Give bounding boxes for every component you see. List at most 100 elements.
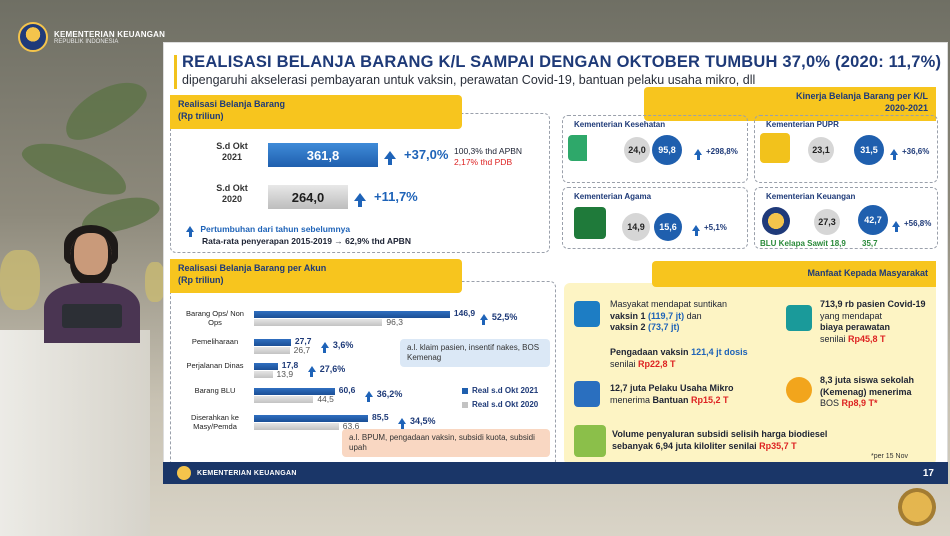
plant-leaf <box>17 132 133 204</box>
manfaat-biodiesel: Volume penyaluran subsidi selisih harga … <box>612 429 828 451</box>
kemenkes-2021: 95,8 <box>652 135 682 165</box>
legend-swatch-2021 <box>462 387 468 394</box>
akun-banner-title: Realisasi Belanja Barang per Akun <box>178 263 327 273</box>
up-arrow-icon <box>354 192 366 207</box>
akun-bar-2021 <box>254 388 335 395</box>
kemenkeu-2020: 27,3 <box>814 209 840 235</box>
doctor-icon <box>786 305 812 331</box>
callout-bpum: a.l. BPUM, pengadaan vaksin, subsidi kuo… <box>342 429 550 457</box>
avg-note: Rata-rata penyerapan 2015-2019 → 62,9% t… <box>202 236 411 246</box>
card-kemenkes <box>562 115 748 183</box>
broadcast-logo: KEMENTERIAN KEUANGAN REPUBLIK INDONESIA <box>18 22 165 52</box>
kemenag-growth: +5,1% <box>692 223 727 236</box>
manfaat-umkm: 12,7 juta Pelaku Usaha Mikro menerima Ba… <box>610 383 734 405</box>
akun-value-2020: 44,5 <box>317 394 334 404</box>
up-arrow-icon <box>692 224 700 236</box>
kemenkeu-2021: 42,7 <box>858 205 888 235</box>
kemenkeu-emblem-icon <box>177 466 191 480</box>
manfaat-siswa: 8,3 juta siswa sekolah (Kemenag) menerim… <box>820 375 915 409</box>
biodiesel-icon <box>574 425 606 457</box>
realisasi-banner-title: Realisasi Belanja Barang <box>178 99 286 109</box>
up-arrow-icon <box>186 226 194 237</box>
manfaat-panel <box>564 283 936 465</box>
kemenkes-logo-icon <box>568 135 616 161</box>
plant-pot <box>145 262 165 302</box>
akun-growth: 27,6% <box>307 364 345 377</box>
akun-bar-2021 <box>254 339 291 346</box>
kemenkes-growth: +298,8% <box>694 147 738 160</box>
akun-growth: 36,2% <box>364 389 402 402</box>
akun-bar-2021 <box>254 311 450 318</box>
kinerja-banner-title: Kinerja Belanja Barang per K/L <box>795 91 928 101</box>
akun-value-2020: 63,6 <box>342 421 360 431</box>
manfaat-banner: Manfaat Kepada Masyarakat <box>652 261 936 287</box>
legend-2020: Real s.d Okt 2020 <box>462 400 538 409</box>
manfaat-vaksin: Masyakat mendapat suntikan vaksin 1 (119… <box>610 299 728 333</box>
akun-banner: Realisasi Belanja Barang per Akun (Rp tr… <box>170 259 462 293</box>
growth-2021: +37,0% <box>384 147 448 165</box>
bar-2021: 361,8 <box>268 143 378 167</box>
vaccine-icon <box>574 301 600 327</box>
up-arrow-icon <box>892 220 900 232</box>
realisasi-banner: Realisasi Belanja Barang (Rp triliun) <box>170 95 462 129</box>
card-kemenkes-title: Kementerian Kesehatan <box>574 120 666 129</box>
student-icon <box>786 377 812 403</box>
plant-leaf <box>56 70 154 150</box>
akun-category-label: Perjalanan Dinas <box>186 361 244 370</box>
slide-title: REALISASI BELANJA BARANG K/L SAMPAI DENG… <box>182 53 942 71</box>
manfaat-pasien: 713,9 rb pasien Covid-19 yang mendapat b… <box>820 299 926 345</box>
podium <box>0 330 150 536</box>
presentation-slide: REALISASI BELANJA BARANG K/L SAMPAI DENG… <box>163 42 948 484</box>
akun-category-label: Diserahkan ke Masy/Pemda <box>191 413 239 431</box>
slide-subtitle: dipengaruhi akselerasi pembayaran untuk … <box>182 73 756 87</box>
akun-bar-2020 <box>254 371 273 378</box>
kemenag-2021: 15,6 <box>654 213 682 241</box>
legend-2021: Real s.d Okt 2021 <box>462 386 538 395</box>
footnote: *per 15 Nov <box>871 453 908 460</box>
card-pupr <box>754 115 938 183</box>
akun-bar-2020 <box>254 319 383 326</box>
akun-value-2021: 27,7 <box>294 336 312 346</box>
akun-value-2020: 96,3 <box>386 317 403 327</box>
up-arrow-icon <box>364 391 373 402</box>
logo-line1: KEMENTERIAN KEUANGAN <box>54 29 166 39</box>
manfaat-pengadaan: Pengadaan vaksin 121,4 jt dosis senilai … <box>610 347 748 369</box>
akun-bar-2020 <box>254 396 314 403</box>
logo-line2: REPUBLIK INDONESIA <box>54 38 119 45</box>
row2-label: S.d Okt 2020 <box>216 183 248 205</box>
card-kemenag <box>562 187 748 249</box>
akun-value-2020: 26,7 <box>293 345 311 355</box>
akun-bar-2021 <box>254 363 278 370</box>
slide-footer: KEMENTERIAN KEUANGAN 17 <box>163 462 948 484</box>
up-arrow-icon <box>479 314 488 325</box>
kemenag-logo-icon <box>574 207 606 239</box>
card-kemenkeu-title: Kementerian Keuangan <box>766 192 856 201</box>
card-pupr-title: Kementerian PUPR <box>766 120 839 129</box>
kemenag-2020: 14,9 <box>622 213 650 241</box>
up-arrow-icon <box>320 342 329 353</box>
market-stall-icon <box>574 381 600 407</box>
akun-value-2021: 146,9 <box>453 308 476 318</box>
growth-2020: +11,7% <box>354 189 418 207</box>
callout-klaim: a.l. klaim pasien, insentif nakes, BOS K… <box>400 339 550 367</box>
akun-value-2021: 60,6 <box>338 385 356 395</box>
akun-value-2020: 13,9 <box>276 369 294 379</box>
akun-banner-unit: (Rp triliun) <box>178 274 224 285</box>
legend-swatch-2020 <box>462 401 468 408</box>
up-arrow-icon <box>307 366 316 377</box>
pupr-logo-icon <box>760 133 790 163</box>
row1-label: S.d Okt 2021 <box>216 141 248 163</box>
pupr-2021: 31,5 <box>854 135 884 165</box>
akun-bar-2020 <box>254 423 339 430</box>
card-kemenag-title: Kementerian Agama <box>574 192 652 201</box>
akun-growth: 3,6% <box>320 340 353 353</box>
up-arrow-icon <box>398 418 406 429</box>
title-accent <box>174 55 177 89</box>
akun-category-label: Pemeliharaan <box>191 337 239 346</box>
footer-text: KEMENTERIAN KEUANGAN <box>197 469 297 477</box>
akun-category-label: Barang BLU <box>194 386 236 395</box>
akun-growth: 52,5% <box>479 312 517 325</box>
kemenkeu-blu-value: 35,7 <box>862 239 878 248</box>
watermark-emblem-icon <box>898 488 936 526</box>
growth-legend: Pertumbuhan dari tahun sebelumnya <box>186 224 350 237</box>
